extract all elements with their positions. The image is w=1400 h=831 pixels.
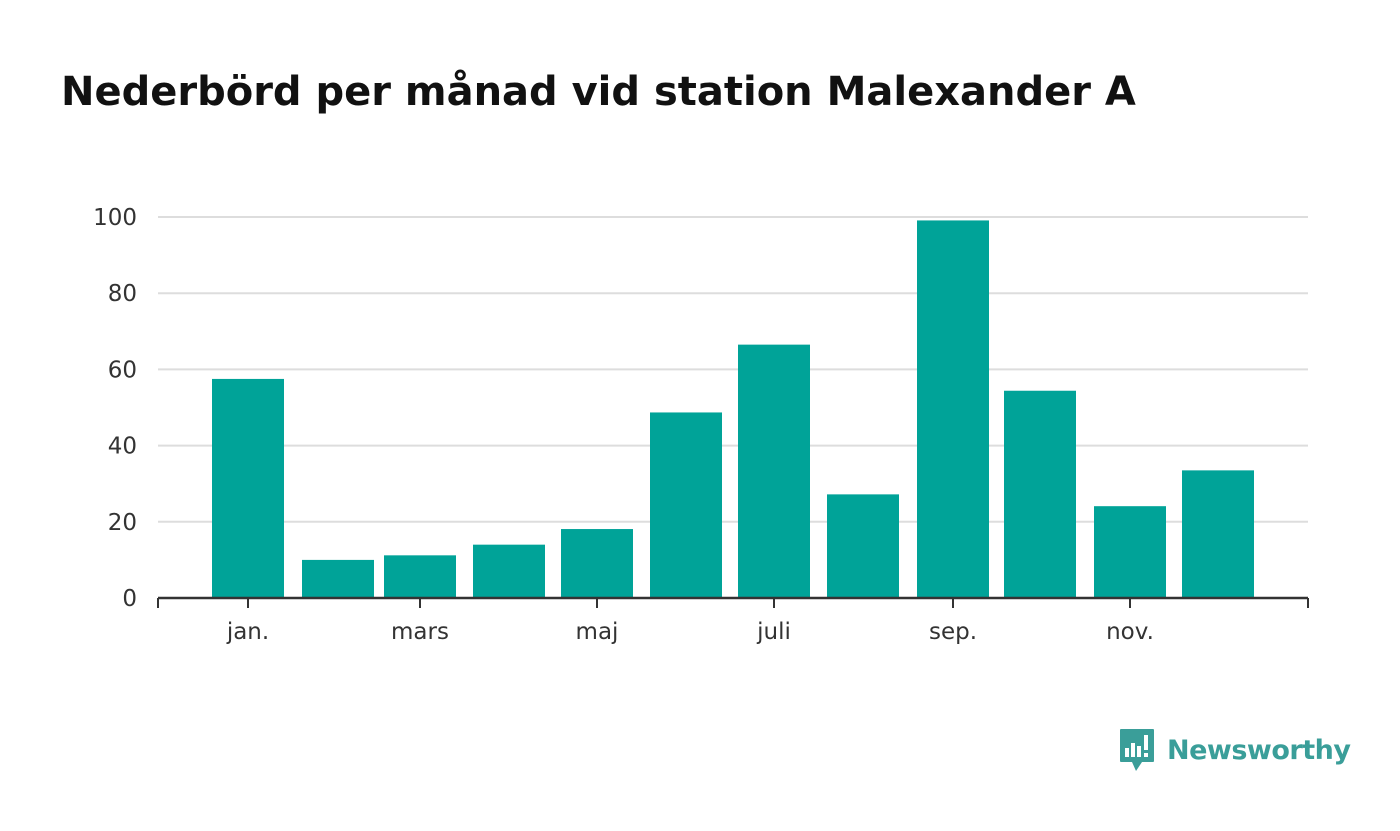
gridlines: [158, 216, 1308, 523]
bar-feb: [302, 559, 374, 598]
y-tick-label: 40: [108, 434, 137, 460]
y-tick-label: 60: [108, 357, 137, 383]
x-tick-label: mars: [391, 619, 449, 645]
bar-juli: [738, 344, 810, 598]
y-tick-label: 0: [122, 586, 137, 612]
x-tick-label: nov.: [1106, 619, 1154, 645]
bar-nov: [1094, 506, 1166, 598]
x-tick-label: maj: [576, 619, 619, 645]
chart-title: Nederbörd per månad vid station Malexand…: [61, 69, 1136, 115]
bar-okt: [1004, 390, 1076, 598]
bars: [212, 220, 1254, 598]
bar-apr: [473, 544, 545, 598]
x-axis-tick-labels: jan. mars maj juli sep. nov.: [226, 619, 1154, 645]
newsworthy-logo: Newsworthy: [1119, 728, 1359, 772]
bar-juni: [650, 412, 722, 598]
x-axis: [157, 596, 1309, 608]
bar-maj: [561, 529, 633, 598]
bar-jan: [212, 378, 284, 598]
brand-name: Newsworthy: [1167, 734, 1351, 766]
y-tick-label: 80: [108, 281, 137, 307]
x-tick-label: sep.: [929, 619, 977, 645]
y-axis-tick-labels: 0 20 40 60 80 100: [93, 205, 137, 612]
bar-dec: [1182, 470, 1254, 598]
bar-chart-speech-bubble-icon: [1120, 729, 1154, 771]
y-tick-label: 20: [108, 510, 137, 536]
bar-sep: [917, 220, 989, 598]
x-tick-label: jan.: [226, 619, 269, 645]
bar-aug: [827, 494, 899, 598]
x-tick-label: juli: [756, 619, 791, 645]
bar-mars: [384, 555, 456, 598]
y-tick-label: 100: [93, 205, 137, 231]
